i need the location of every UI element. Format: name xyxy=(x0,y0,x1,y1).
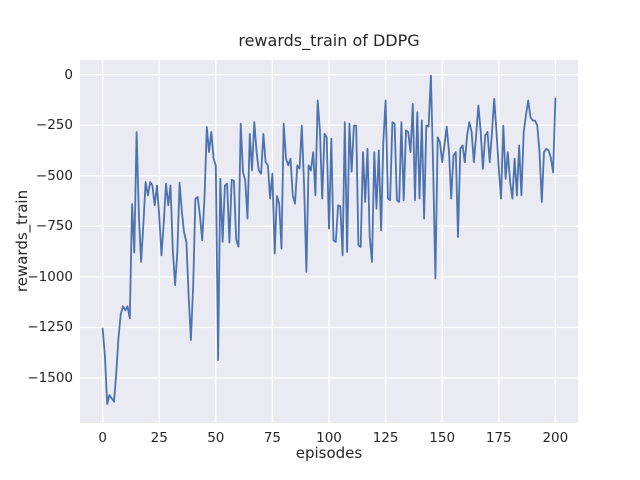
x-tick-label: 175 xyxy=(485,430,512,446)
y-tick-label: −500 xyxy=(35,167,73,184)
y-tick-label: −1250 xyxy=(27,319,73,336)
y-tick-label: −750 xyxy=(35,218,73,235)
x-tick-label: 75 xyxy=(263,430,281,446)
rewards-line xyxy=(101,74,557,405)
plot-area xyxy=(80,60,578,423)
y-tick-label: −1000 xyxy=(27,268,73,285)
y-tick-label: −250 xyxy=(35,117,73,134)
x-tick-label: 100 xyxy=(316,430,342,446)
line-chart-canvas xyxy=(80,60,578,423)
x-tick-label: 150 xyxy=(429,430,456,446)
x-tick-label: 125 xyxy=(372,430,399,446)
chart-title: rewards_train of DDPG xyxy=(238,31,420,50)
x-axis-label: episodes xyxy=(295,444,363,462)
x-tick-label: 0 xyxy=(98,430,107,446)
x-tick-label: 25 xyxy=(150,430,168,446)
y-tick-label: 0 xyxy=(64,66,73,83)
x-tick-label: 200 xyxy=(542,430,569,446)
x-tick-label: 50 xyxy=(207,430,225,446)
y-tick-label: −1500 xyxy=(27,370,73,387)
